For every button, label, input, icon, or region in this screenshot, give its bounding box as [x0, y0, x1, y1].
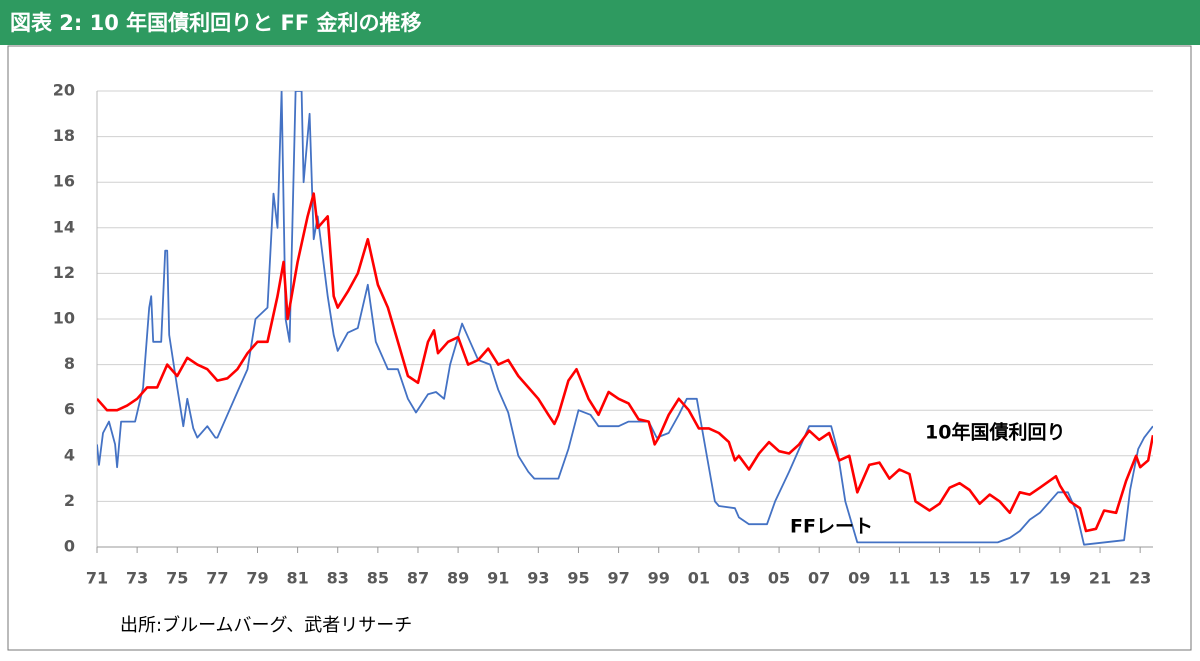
- y-tick-label: 14: [53, 217, 75, 236]
- y-tick-label: 20: [53, 81, 75, 100]
- x-tick-label: 97: [607, 569, 629, 588]
- x-tick-label: 19: [1049, 569, 1071, 588]
- title-bar: [0, 0, 1200, 45]
- y-tick-label: 12: [53, 263, 75, 282]
- x-tick-label: 73: [126, 569, 148, 588]
- source-note: 出所:ブルームバーグ、武者リサーチ: [120, 614, 412, 636]
- x-tick-label: 81: [286, 569, 308, 588]
- x-tick-label: 89: [447, 569, 469, 588]
- x-tick-label: 09: [848, 569, 870, 588]
- y-tick-label: 0: [64, 537, 75, 556]
- x-tick-label: 75: [166, 569, 188, 588]
- y-tick-label: 18: [53, 126, 75, 145]
- x-tick-label: 03: [728, 569, 750, 588]
- data-line: [97, 91, 1153, 546]
- x-tick-label: 01: [688, 569, 710, 588]
- x-tick-label: 05: [768, 569, 790, 588]
- y-tick-label: 2: [64, 491, 75, 510]
- x-tick-label: 83: [327, 569, 349, 588]
- y-tick-label: 8: [64, 354, 75, 373]
- data-line: [97, 192, 1153, 533]
- x-tick-label: 91: [487, 569, 509, 588]
- x-tick-label: 95: [567, 569, 589, 588]
- annotation: FFレート: [790, 516, 873, 538]
- x-tick-label: 15: [969, 569, 991, 588]
- y-tick-label: 4: [64, 445, 75, 464]
- y-tick-label: 16: [53, 172, 75, 191]
- chart-frame: [7, 45, 1192, 651]
- x-tick-label: 87: [407, 569, 429, 588]
- x-tick-label: 71: [86, 569, 108, 588]
- y-tick-label: 10: [53, 309, 75, 328]
- x-tick-label: 17: [1009, 569, 1031, 588]
- x-tick-label: 93: [527, 569, 549, 588]
- x-tick-label: 85: [367, 569, 389, 588]
- x-tick-label: 13: [928, 569, 950, 588]
- annotation: 10年国債利回り: [925, 421, 1065, 444]
- x-tick-label: 11: [888, 569, 910, 588]
- x-tick-label: 21: [1089, 569, 1111, 588]
- x-tick-label: 79: [246, 569, 268, 588]
- x-tick-label: 23: [1129, 569, 1151, 588]
- chart-title: 図表 2: 10 年国債利回りと FF 金利の推移: [10, 11, 421, 35]
- x-tick-label: 77: [206, 569, 228, 588]
- x-tick-label: 99: [648, 569, 670, 588]
- y-tick-label: 6: [64, 400, 75, 419]
- x-tick-label: 07: [808, 569, 830, 588]
